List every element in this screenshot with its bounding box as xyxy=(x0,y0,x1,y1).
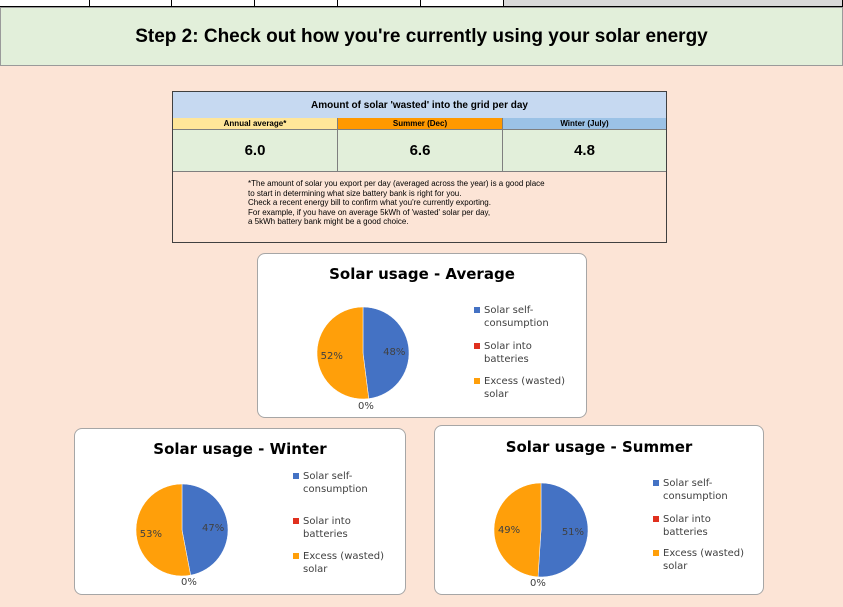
chart-title: Solar usage - Summer xyxy=(505,438,693,456)
chart-winter[interactable]: Solar usage - Winter 47% 53% 0% Solar sel… xyxy=(74,428,406,595)
legend-swatch xyxy=(293,553,299,559)
value-annual: 6.0 xyxy=(173,130,338,172)
legend-label: Solar into batteries xyxy=(484,341,532,365)
sheet-cell xyxy=(338,0,421,7)
pie-slice-excess xyxy=(316,306,370,400)
chart-title: Solar usage - Winter xyxy=(153,440,327,458)
legend-swatch xyxy=(653,516,659,522)
legend-label: Solar self-consumption xyxy=(484,305,549,329)
legend-swatch xyxy=(474,343,480,349)
table-footnote: *The amount of solar you export per day … xyxy=(173,173,666,227)
pie-chart: 51% 49% xyxy=(493,482,589,578)
wasted-solar-table: Amount of solar 'wasted' into the grid p… xyxy=(172,91,667,243)
pie-slice-excess xyxy=(135,483,191,577)
pie-label-self-consumption: 47% xyxy=(202,523,224,534)
legend-swatch xyxy=(474,307,480,313)
sheet-cell xyxy=(255,0,338,7)
pie-label-excess: 52% xyxy=(321,351,343,362)
legend-label: Excess (wasted) solar xyxy=(663,548,745,572)
pie-label-excess: 53% xyxy=(140,529,162,540)
legend-swatch xyxy=(474,378,480,384)
pie-chart: 47% 53% xyxy=(135,483,229,577)
step-banner: Step 2: Check out how you're currently u… xyxy=(0,7,843,66)
sheet-cell xyxy=(90,0,172,7)
value-summer: 6.6 xyxy=(338,130,503,172)
pie-slice-self-consumption xyxy=(537,482,589,578)
footnote-line: For example, if you have on average 5kWh… xyxy=(248,207,491,217)
pie-label-self-consumption: 51% xyxy=(562,527,584,538)
footnote-line: to start in determining what size batter… xyxy=(248,188,462,198)
sheet-cell xyxy=(421,0,504,7)
pie-label-self-consumption: 48% xyxy=(383,347,405,358)
pie-slice-self-consumption xyxy=(181,483,229,576)
sheet-cell xyxy=(172,0,255,7)
table-header: Amount of solar 'wasted' into the grid p… xyxy=(173,92,666,119)
legend-swatch xyxy=(653,480,659,486)
chart-title: Solar usage - Average xyxy=(329,265,515,283)
column-header-summer: Summer (Dec) xyxy=(338,118,503,130)
legend-label: Excess (wasted) solar xyxy=(303,551,385,575)
legend-label: Solar into batteries xyxy=(663,514,711,538)
legend-label: Solar self-consumption xyxy=(663,478,728,502)
pie-slice-excess xyxy=(493,482,542,578)
legend-label: Excess (wasted) solar xyxy=(484,376,566,400)
pie-slice-self-consumption xyxy=(362,306,410,399)
legend-swatch xyxy=(653,550,659,556)
pie-label-batteries: 0% xyxy=(181,577,197,588)
legend-label: Solar self-consumption xyxy=(303,471,368,495)
footnote-line: a 5kWh battery bank might be a good choi… xyxy=(248,217,409,226)
step-title: Step 2: Check out how you're currently u… xyxy=(135,25,708,47)
sheet-top-cells xyxy=(0,0,843,7)
pie-label-batteries: 0% xyxy=(530,578,546,589)
chart-average[interactable]: Solar usage - Average 48% 52% 0% Solar se… xyxy=(257,253,587,418)
footnote-line: Check a recent energy bill to confirm wh… xyxy=(248,198,491,207)
value-winter: 4.8 xyxy=(503,130,666,172)
pie-label-excess: 49% xyxy=(498,525,520,536)
legend-swatch xyxy=(293,518,299,524)
column-header-annual: Annual average* xyxy=(173,118,338,130)
legend-swatch xyxy=(293,473,299,479)
chart-summer[interactable]: Solar usage - Summer 51% 49% 0% Solar sel… xyxy=(434,425,764,595)
pie-label-batteries: 0% xyxy=(358,401,374,412)
column-header-winter: Winter (July) xyxy=(503,118,666,130)
sheet-cell xyxy=(504,0,843,7)
footnote-line: *The amount of solar you export per day … xyxy=(248,179,545,188)
pie-chart: 48% 52% xyxy=(316,306,410,400)
legend-label: Solar into batteries xyxy=(303,516,351,540)
sheet-cell xyxy=(0,0,90,7)
